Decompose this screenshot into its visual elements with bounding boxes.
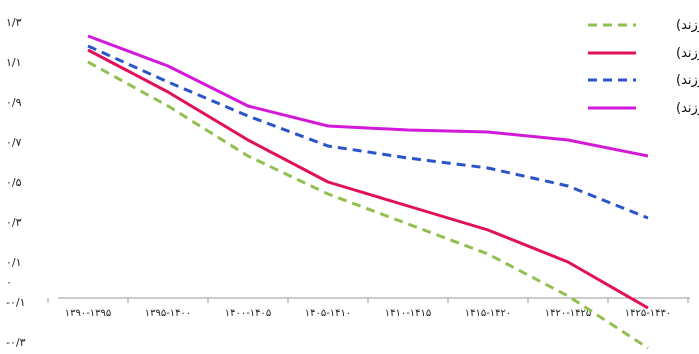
y-tick-label: ۱/۱ bbox=[6, 56, 22, 69]
y-axis-ticks: ۱/۳ ۱/۱ ۰/۹ ۰/۷ ۰/۵ ۰/۳ ۰/۱ ۰ -۰/۱ -۰/۳ bbox=[6, 16, 26, 349]
series-layer bbox=[87, 34, 649, 350]
series-line-2 bbox=[87, 48, 649, 310]
legend-item: کاهش باروری (۱/۳ فرزند) bbox=[588, 18, 699, 33]
series-line-4 bbox=[87, 34, 649, 158]
series-line-1 bbox=[87, 60, 649, 350]
x-tick-label: ۱۳۹۵-۱۴۰۰ bbox=[145, 308, 192, 319]
y-tick-label: ۰/۳ bbox=[6, 216, 22, 229]
x-tick-label: ۱۴۲۰-۱۴۲۵ bbox=[545, 308, 592, 319]
y-tick-label: ۰/۱ bbox=[6, 256, 22, 269]
legend-item: افزایش تا سطح جانشینی (۲/۱ فرزند) bbox=[588, 73, 699, 88]
x-tick-label: ۱۴۱۵-۱۴۲۰ bbox=[465, 308, 512, 319]
legend-label: افزایش بالاتر از سطح جانشینی (۲/۵ فرزند) bbox=[676, 101, 699, 116]
y-tick-label: ۰/۹ bbox=[6, 96, 22, 109]
x-tick-label: ۱۴۱۰-۱۴۱۵ bbox=[385, 308, 432, 319]
y-tick-label: -۰/۱ bbox=[6, 296, 26, 309]
y-tick-label: ۰/۷ bbox=[6, 136, 22, 149]
y-tick-label: ۱/۳ bbox=[6, 16, 22, 29]
y-tick-label: -۰/۳ bbox=[6, 336, 26, 349]
x-tick-label: ۱۳۹۰-۱۳۹۵ bbox=[65, 308, 112, 319]
legend-label: افزایش تا سطح جانشینی (۲/۱ فرزند) bbox=[676, 73, 699, 88]
x-axis: ۱۳۹۰-۱۳۹۵ ۱۳۹۵-۱۴۰۰ ۱۴۰۰-۱۴۰۵ ۱۴۰۵-۱۴۱۰ ۱۴۱۰… bbox=[47, 297, 690, 319]
legend-item: تثبیت باروری (۱/۸ فرزند) bbox=[588, 46, 699, 61]
y-tick-label: ۰ bbox=[6, 276, 12, 289]
legend-label: تثبیت باروری (۱/۸ فرزند) bbox=[676, 46, 699, 61]
y-tick-label: ۰/۵ bbox=[6, 176, 22, 189]
legend-item: افزایش بالاتر از سطح جانشینی (۲/۵ فرزند) bbox=[588, 101, 699, 116]
x-tick-label: ۱۴۰۰-۱۴۰۵ bbox=[225, 308, 272, 319]
series-line-3 bbox=[87, 44, 649, 220]
x-tick-label: ۱۴۰۵-۱۴۱۰ bbox=[305, 308, 352, 319]
legend-label: کاهش باروری (۱/۳ فرزند) bbox=[676, 18, 699, 33]
x-tick-label: ۱۴۲۵-۱۴۳۰ bbox=[625, 308, 672, 319]
legend: کاهش باروری (۱/۳ فرزند) تثبیت باروری (۱/۸… bbox=[588, 18, 699, 116]
